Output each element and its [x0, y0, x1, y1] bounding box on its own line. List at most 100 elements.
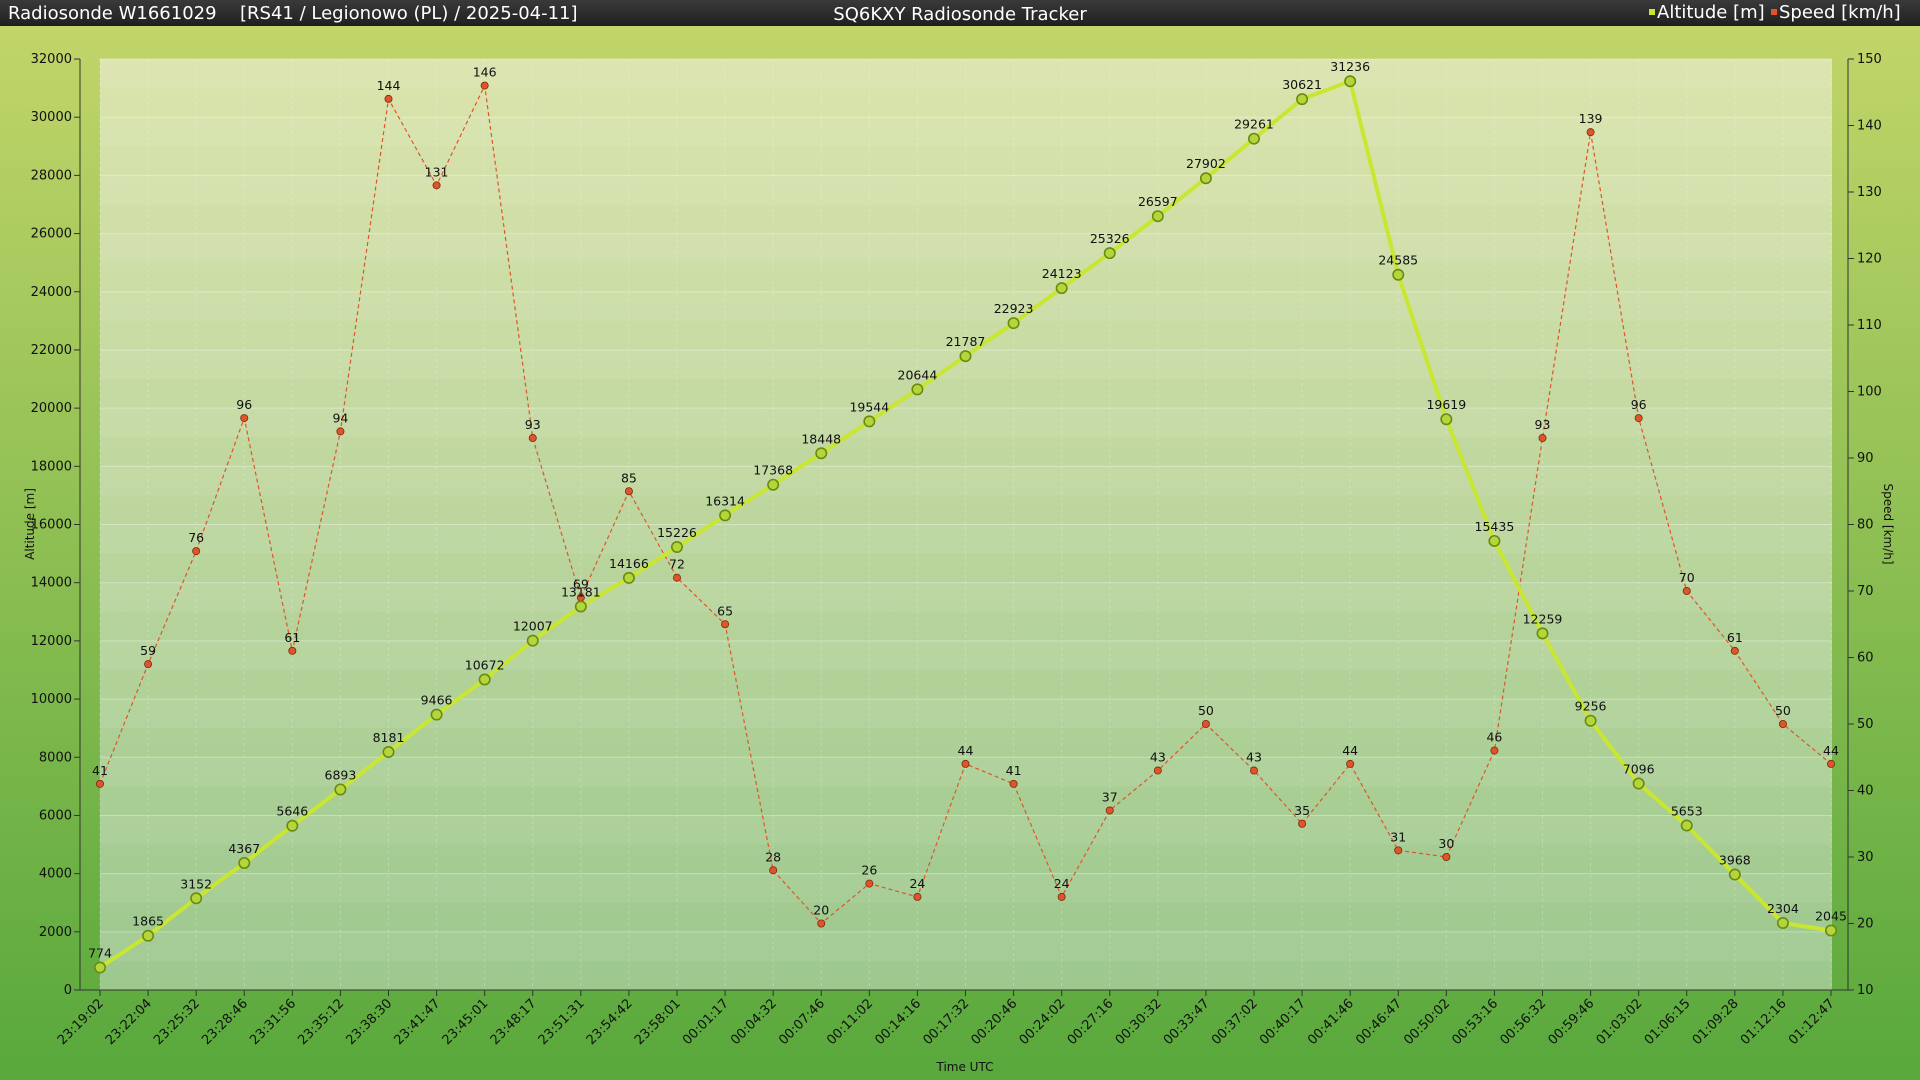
altitude-data-label: 26597 [1138, 194, 1178, 209]
altitude-point [94, 961, 107, 974]
altitude-data-label: 15435 [1475, 519, 1515, 534]
altitude-point [382, 745, 395, 758]
y2-tick-label: 20 [1857, 917, 1874, 932]
altitude-data-label: 14166 [609, 556, 649, 571]
altitude-data-label: 1865 [132, 914, 164, 929]
speed-point [1730, 646, 1739, 655]
y-tick-label: 12000 [31, 634, 72, 649]
speed-point [1105, 806, 1114, 815]
altitude-data-label: 3152 [180, 876, 212, 891]
grid-band [100, 873, 1832, 903]
altitude-data-label: 6893 [325, 767, 357, 782]
speed-point [1394, 846, 1403, 855]
altitude-point [815, 447, 828, 460]
speed-data-label: 44 [958, 743, 974, 758]
left-axis-ticks: 0 2000 4000 6000 8000 10000 12000 14000 16000 180… [31, 52, 80, 998]
header-bar: Radiosonde W1661029 [RS41 / Legionowo (P… [0, 0, 1920, 26]
altitude-point [478, 673, 491, 686]
y2-tick-label: 50 [1857, 717, 1874, 732]
altitude-data-label: 9256 [1575, 699, 1607, 714]
altitude-point [1632, 777, 1645, 790]
speed-point [913, 892, 922, 901]
y-tick-label: 14000 [31, 576, 72, 591]
speed-point [817, 919, 826, 928]
altitude-data-label: 7096 [1623, 762, 1655, 777]
speed-data-label: 35 [1294, 803, 1310, 818]
speed-point [1057, 892, 1066, 901]
altitude-point [238, 856, 251, 869]
altitude-data-label: 13181 [561, 585, 601, 600]
altitude-point [1103, 247, 1116, 260]
y2-tick-label: 60 [1857, 651, 1874, 666]
grid-band [100, 815, 1832, 845]
y-tick-label: 8000 [39, 750, 72, 765]
grid-band [100, 931, 1832, 961]
altitude-point [1536, 627, 1549, 640]
speed-point [384, 94, 393, 103]
speed-point [624, 487, 633, 496]
grid-lines [99, 58, 1832, 991]
altitude-point [334, 783, 347, 796]
legend-altitude-label: Altitude [m] [1657, 2, 1765, 23]
altitude-data-label: 19619 [1426, 397, 1466, 412]
altitude-point [1344, 75, 1357, 88]
y2-tick-label: 110 [1857, 318, 1882, 333]
speed-point [528, 434, 537, 443]
speed-point [1153, 766, 1162, 775]
altitude-data-label: 31236 [1330, 59, 1370, 74]
speed-point [480, 81, 489, 90]
speed-point [240, 414, 249, 423]
y2-tick-label: 120 [1857, 252, 1882, 267]
altitude-point [574, 600, 587, 613]
speed-data-label: 43 [1246, 750, 1262, 765]
altitude-point [622, 571, 635, 584]
speed-point [1442, 853, 1451, 862]
altitude-data-label: 5653 [1671, 804, 1703, 819]
speed-point [144, 660, 153, 669]
altitude-point [1392, 268, 1405, 281]
speed-data-label: 139 [1579, 111, 1603, 126]
speed-point [1490, 746, 1499, 755]
y-tick-label: 22000 [31, 343, 72, 358]
speed-data-label: 72 [669, 557, 685, 572]
altitude-data-label: 15226 [657, 525, 697, 540]
y-tick-label: 10000 [31, 692, 72, 707]
altitude-data-label: 19544 [849, 399, 889, 414]
speed-data-label: 26 [861, 863, 877, 878]
legend-speed-swatch [1771, 9, 1777, 15]
altitude-point [767, 478, 780, 491]
speed-data-label: 43 [1150, 750, 1166, 765]
altitude-data-label: 22923 [994, 301, 1034, 316]
altitude-data-label: 24585 [1378, 253, 1418, 268]
altitude-point [430, 708, 443, 721]
altitude-data-label: 12007 [513, 619, 553, 634]
speed-point [288, 646, 297, 655]
altitude-point [1248, 132, 1261, 145]
grid-bands [100, 59, 1832, 961]
grid-band [100, 524, 1832, 554]
speed-point [192, 547, 201, 556]
altitude-point [1680, 819, 1693, 832]
altitude-data-label: 25326 [1090, 231, 1130, 246]
speed-data-label: 131 [425, 164, 449, 179]
altitude-point [911, 383, 924, 396]
altitude-point [1776, 916, 1789, 929]
speed-point [1201, 720, 1210, 729]
legend: Altitude [m] Speed [km/h] [1649, 2, 1901, 23]
y-tick-label: 20000 [31, 401, 72, 416]
y2-tick-label: 40 [1857, 784, 1874, 799]
speed-data-label: 50 [1198, 703, 1214, 718]
speed-point [1827, 759, 1836, 768]
altitude-data-label: 12259 [1523, 611, 1563, 626]
y-tick-label: 4000 [39, 867, 72, 882]
altitude-data-label: 17368 [753, 463, 793, 478]
speed-data-label: 96 [236, 397, 252, 412]
y-tick-label: 28000 [31, 168, 72, 183]
altitude-data-label: 774 [88, 945, 112, 960]
altitude-point [142, 929, 155, 942]
speed-point [769, 866, 778, 875]
y-tick-label: 2000 [39, 925, 72, 940]
speed-data-label: 28 [765, 849, 781, 864]
